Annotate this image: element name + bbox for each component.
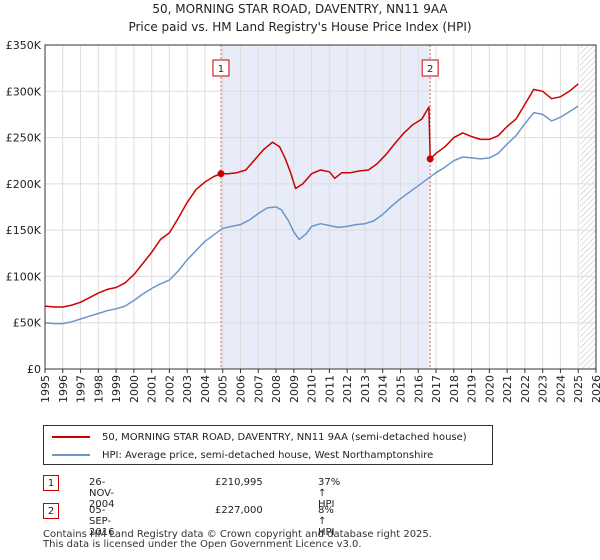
x-tick-label: 2019 xyxy=(466,375,479,403)
sale-point xyxy=(217,170,225,178)
sale-hpi-change: 8% ↑ HPI xyxy=(318,505,335,538)
x-tick-label: 2014 xyxy=(377,375,390,403)
x-tick-label: 2008 xyxy=(270,375,283,403)
x-tick-label: 2002 xyxy=(163,375,176,403)
x-tick-label: 1997 xyxy=(75,375,88,403)
x-tick-label: 2009 xyxy=(288,375,301,403)
x-tick-label: 2024 xyxy=(554,375,567,403)
sale-date: 26-NOV-2004 xyxy=(89,477,115,510)
x-tick-label: 2018 xyxy=(448,375,461,403)
x-tick-label: 2001 xyxy=(146,375,159,403)
x-tick-label: 2017 xyxy=(430,375,443,403)
x-tick-label: 1999 xyxy=(110,375,123,403)
x-tick-label: 2004 xyxy=(199,375,212,403)
legend-line-hpi xyxy=(52,454,90,456)
y-tick-label: £0 xyxy=(27,363,41,376)
sale-badge: 1 xyxy=(43,475,59,491)
sale-price: £210,995 xyxy=(215,477,263,488)
x-tick-label: 1998 xyxy=(92,375,105,403)
footer-line: This data is licensed under the Open Gov… xyxy=(43,539,362,550)
legend-label-hpi: HPI: Average price, semi-detached house,… xyxy=(102,449,434,461)
x-tick-label: 2025 xyxy=(572,375,585,403)
x-tick-label: 2005 xyxy=(217,375,230,403)
sale-point xyxy=(426,155,434,163)
x-tick-label: 2011 xyxy=(323,375,336,403)
x-tick-label: 2013 xyxy=(359,375,372,403)
x-tick-label: 2015 xyxy=(394,375,407,403)
sale-label-box xyxy=(421,59,439,77)
y-tick-label: £50K xyxy=(13,317,42,330)
x-tick-label: 2000 xyxy=(128,375,141,403)
sale-badge: 2 xyxy=(43,503,59,519)
x-tick-label: 2026 xyxy=(590,375,600,403)
y-tick-label: £350K xyxy=(6,39,42,52)
x-tick-label: 1996 xyxy=(57,375,70,403)
sale-label: 1 xyxy=(218,64,224,75)
shaded-span xyxy=(220,45,431,369)
x-tick-label: 2012 xyxy=(341,375,354,403)
x-tick-label: 2023 xyxy=(537,375,550,403)
sale-date: 05-SEP-2016 xyxy=(89,505,115,538)
series-line xyxy=(44,83,579,308)
y-tick-label: £250K xyxy=(6,132,42,145)
plot-frame xyxy=(44,44,597,370)
x-tick-label: 2021 xyxy=(501,375,514,403)
legend-item-hpi: HPI: Average price, semi-detached house,… xyxy=(52,447,433,463)
x-tick-label: 2010 xyxy=(306,375,319,403)
y-tick-label: £300K xyxy=(6,85,42,98)
future-hatch xyxy=(580,45,596,369)
x-tick-label: 2006 xyxy=(235,375,248,403)
x-tick-label: 1995 xyxy=(39,375,52,403)
chart-subtitle: Price paid vs. HM Land Registry's House … xyxy=(128,20,471,34)
x-tick-label: 2020 xyxy=(483,375,496,403)
price-chart: 50, MORNING STAR ROAD, DAVENTRY, NN11 9A… xyxy=(6,2,600,403)
y-tick-label: £150K xyxy=(6,224,42,237)
x-tick-label: 2022 xyxy=(519,375,532,403)
x-tick-label: 2003 xyxy=(181,375,194,403)
legend-item-property: 50, MORNING STAR ROAD, DAVENTRY, NN11 9A… xyxy=(52,429,467,445)
y-tick-label: £100K xyxy=(6,270,42,283)
series-line xyxy=(44,105,579,325)
sale-label: 2 xyxy=(427,64,433,75)
sale-hpi-change: 37% ↑ HPI xyxy=(318,477,341,510)
footer-attribution: Contains HM Land Registry data © Crown c… xyxy=(43,530,432,550)
sale-label-box xyxy=(212,59,230,77)
legend-line-property xyxy=(52,436,90,438)
x-tick-label: 2007 xyxy=(252,375,265,403)
x-tick-label: 2016 xyxy=(412,375,425,403)
chart-title: 50, MORNING STAR ROAD, DAVENTRY, NN11 9A… xyxy=(152,2,448,16)
legend: 50, MORNING STAR ROAD, DAVENTRY, NN11 9A… xyxy=(43,425,493,465)
legend-label-property: 50, MORNING STAR ROAD, DAVENTRY, NN11 9A… xyxy=(102,431,467,443)
y-tick-label: £200K xyxy=(6,178,42,191)
sale-price: £227,000 xyxy=(215,505,263,516)
footer-line: Contains HM Land Registry data © Crown c… xyxy=(43,529,432,540)
